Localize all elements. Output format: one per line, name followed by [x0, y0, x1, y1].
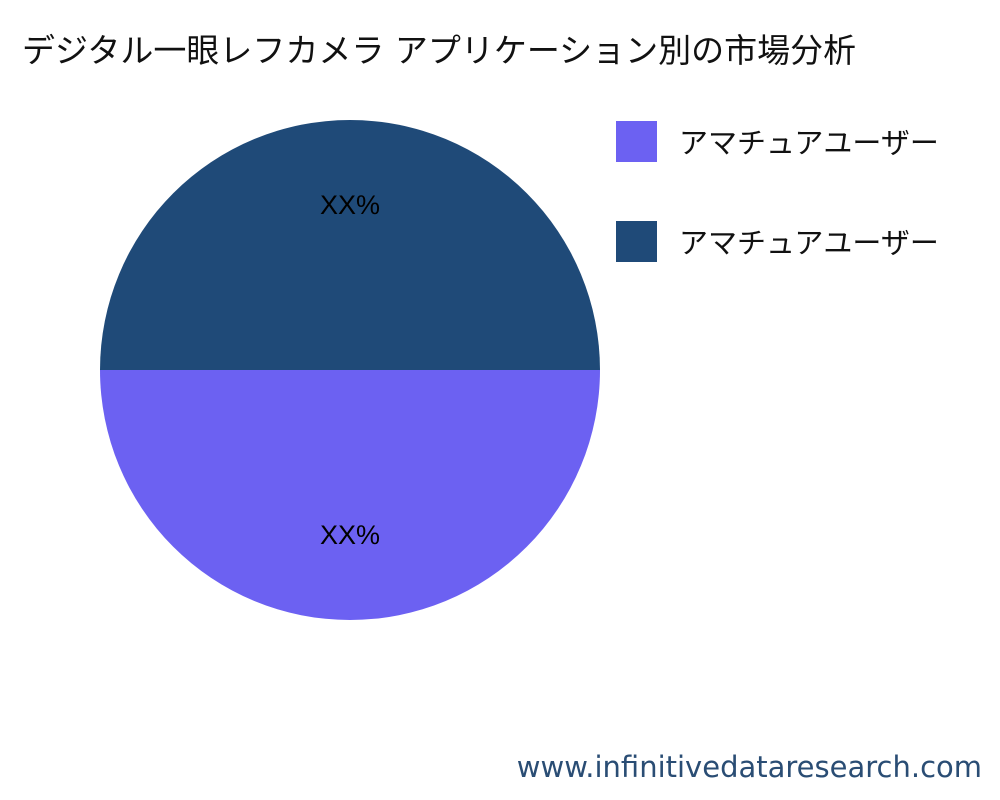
- chart-title: デジタル一眼レフカメラ アプリケーション別の市場分析: [22, 31, 857, 70]
- legend-label: アマチュアユーザー: [679, 126, 939, 160]
- pie-slice: [100, 120, 600, 370]
- legend-swatch: [616, 120, 657, 162]
- slice-data-label: XX%: [320, 190, 380, 220]
- legend-label: アマチュアユーザー: [679, 226, 939, 260]
- pie-slice: [100, 370, 600, 620]
- legend-swatch: [616, 220, 657, 262]
- slice-data-label: XX%: [320, 520, 380, 550]
- legend-item: アマチュアユーザー: [616, 220, 939, 262]
- website-link[interactable]: www.infinitivedataresearch.com: [516, 750, 982, 784]
- legend-item: アマチュアユーザー: [616, 120, 939, 162]
